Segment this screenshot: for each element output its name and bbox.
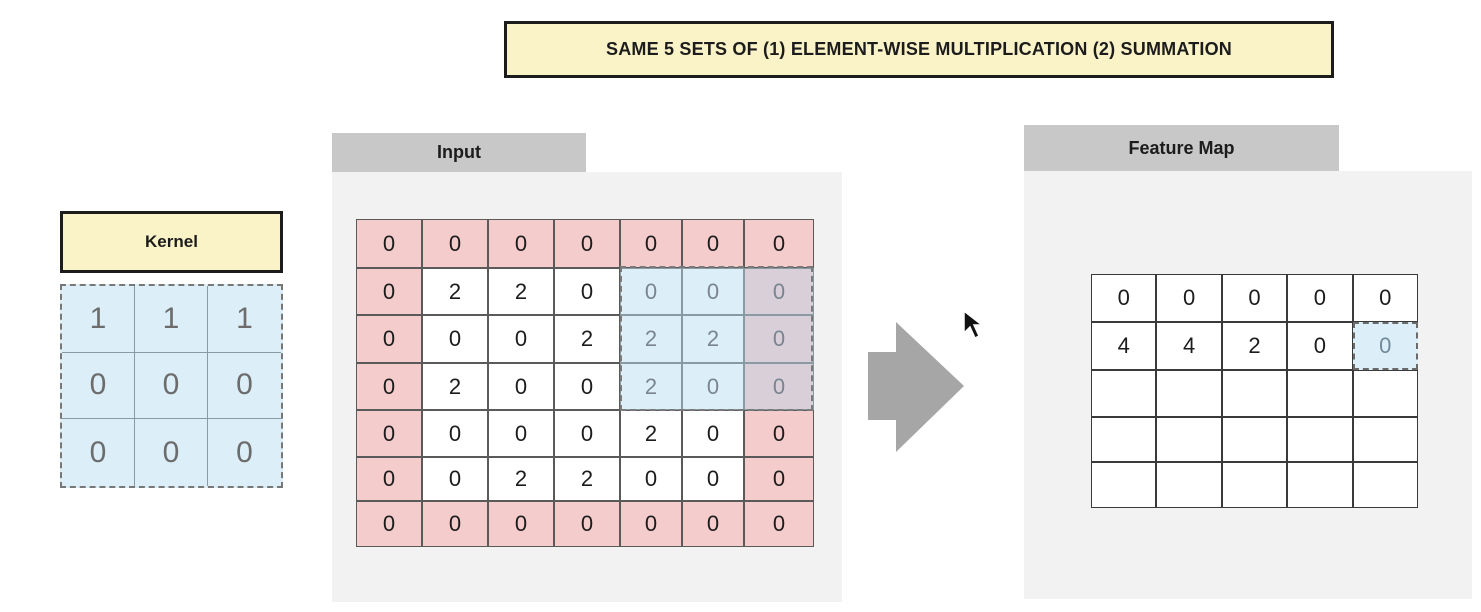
arrow-right-icon <box>868 322 964 452</box>
kernel-cell: 1 <box>208 286 281 353</box>
kernel-cell: 1 <box>135 286 208 353</box>
input-cell-padding: 0 <box>488 219 554 268</box>
kernel-cell: 0 <box>62 352 135 420</box>
input-cell-padding: 0 <box>356 457 422 501</box>
input-cell-highlighted: 0 <box>682 363 744 410</box>
input-cell: 0 <box>488 410 554 457</box>
feature-map-cell <box>1091 462 1157 508</box>
input-cell-padding: 0 <box>356 219 422 268</box>
feature-map-cell <box>1156 417 1222 462</box>
input-cell: 0 <box>682 457 744 501</box>
feature-map-cell <box>1287 370 1353 417</box>
input-cell-padding: 0 <box>356 268 422 315</box>
input-cell-padding: 0 <box>744 457 814 501</box>
feature-map-cell: 0 <box>1091 274 1157 322</box>
input-cell: 0 <box>554 363 620 410</box>
input-cell-highlighted: 2 <box>682 315 744 363</box>
kernel-label: Kernel <box>60 211 283 273</box>
input-grid: 0 0 0 0 0 0 0 0 2 2 0 0 0 0 0 0 0 2 2 2 … <box>356 219 814 547</box>
input-cell: 0 <box>488 363 554 410</box>
feature-map-cell <box>1352 370 1418 417</box>
input-cell-padding: 0 <box>620 219 682 268</box>
input-cell-highlighted: 0 <box>620 268 682 315</box>
feature-map-label: Feature Map <box>1024 125 1339 171</box>
input-cell-padding-highlighted: 0 <box>744 315 814 363</box>
feature-map-cell <box>1352 462 1418 508</box>
input-cell-highlighted: 2 <box>620 315 682 363</box>
input-cell-padding: 0 <box>356 501 422 547</box>
input-cell-padding: 0 <box>620 501 682 547</box>
feature-map-cell <box>1287 462 1353 508</box>
input-cell: 2 <box>422 268 488 315</box>
input-cell: 2 <box>488 457 554 501</box>
input-cell: 0 <box>554 268 620 315</box>
input-cell-padding: 0 <box>554 501 620 547</box>
feature-map-cell <box>1287 417 1353 462</box>
input-cell-padding: 0 <box>682 501 744 547</box>
input-cell: 0 <box>422 457 488 501</box>
input-label: Input <box>332 133 586 172</box>
mouse-cursor-icon <box>963 309 984 340</box>
input-cell: 0 <box>422 410 488 457</box>
feature-map-cell <box>1221 370 1288 417</box>
input-cell: 0 <box>488 315 554 363</box>
feature-map-cell <box>1221 417 1288 462</box>
feature-map-cell: 0 <box>1287 274 1353 322</box>
input-cell-padding: 0 <box>422 501 488 547</box>
feature-map-cell: 4 <box>1156 322 1222 370</box>
input-cell-padding: 0 <box>356 410 422 457</box>
feature-map-cell: 0 <box>1221 274 1288 322</box>
kernel-grid: 1 1 1 0 0 0 0 0 0 <box>60 284 283 488</box>
input-cell: 0 <box>620 457 682 501</box>
feature-map-cell: 0 <box>1287 322 1353 370</box>
input-cell-padding: 0 <box>744 501 814 547</box>
kernel-cell: 0 <box>135 419 208 486</box>
feature-map-cell: 0 <box>1156 274 1222 322</box>
input-cell-padding: 0 <box>488 501 554 547</box>
kernel-cell: 0 <box>208 353 281 420</box>
kernel-cell: 0 <box>62 419 135 486</box>
input-cell-padding-highlighted: 0 <box>744 363 814 410</box>
input-cell-padding-highlighted: 0 <box>744 268 814 315</box>
input-cell-padding: 0 <box>744 410 814 457</box>
input-cell: 2 <box>554 315 620 363</box>
input-cell-highlighted: 2 <box>620 363 682 410</box>
input-cell-padding: 0 <box>554 219 620 268</box>
feature-map-cell <box>1091 417 1157 462</box>
input-cell: 2 <box>554 457 620 501</box>
kernel-cell: 0 <box>236 435 253 469</box>
feature-map-cell <box>1221 462 1288 508</box>
feature-map-cell <box>1156 370 1222 417</box>
feature-map-cell: 2 <box>1221 322 1288 370</box>
kernel-cell: 0 <box>135 352 208 420</box>
diagram-title: SAME 5 SETS OF (1) ELEMENT-WISE MULTIPLI… <box>504 21 1334 78</box>
input-cell: 2 <box>422 363 488 410</box>
feature-map-grid: 0 0 0 0 0 4 4 2 0 0 <box>1091 274 1418 508</box>
feature-map-cell <box>1352 417 1418 462</box>
input-cell-padding: 0 <box>356 363 422 410</box>
feature-map-cell <box>1156 462 1222 508</box>
input-cell: 0 <box>554 410 620 457</box>
input-cell-padding: 0 <box>422 219 488 268</box>
input-cell-padding: 0 <box>682 219 744 268</box>
kernel-cell: 1 <box>62 286 135 353</box>
input-cell: 2 <box>488 268 554 315</box>
input-cell: 2 <box>620 410 682 457</box>
feature-map-cell-active: 0 <box>1352 322 1418 370</box>
input-cell: 0 <box>422 315 488 363</box>
input-cell-padding: 0 <box>356 315 422 363</box>
input-cell-padding: 0 <box>744 219 814 268</box>
feature-map-cell: 0 <box>1352 274 1418 322</box>
input-cell-highlighted: 0 <box>682 268 744 315</box>
feature-map-cell <box>1091 370 1157 417</box>
feature-map-cell: 4 <box>1091 322 1157 370</box>
input-cell: 0 <box>682 410 744 457</box>
